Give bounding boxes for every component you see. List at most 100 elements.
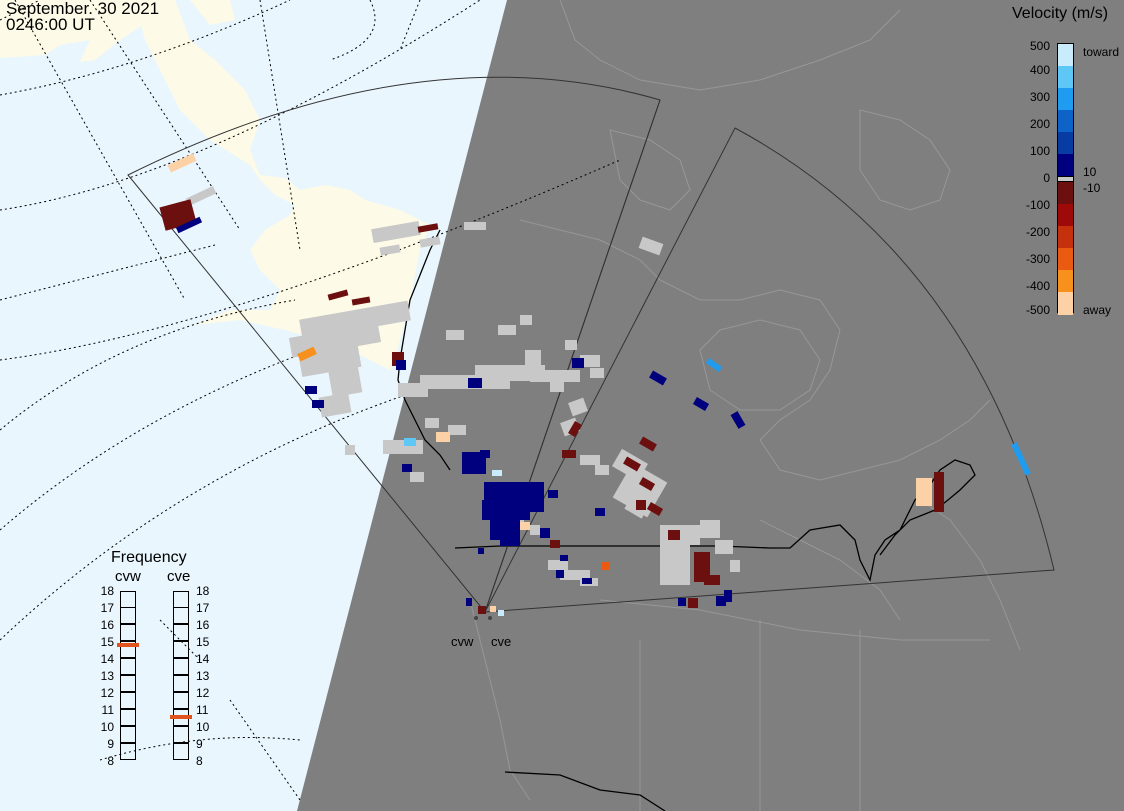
velocity-cell [705,357,723,373]
frequency-tick-label: 9 [196,737,203,751]
ground-scatter-cell [548,560,568,570]
frequency-tick-label: 18 [196,584,210,598]
frequency-tick-label: 15 [196,635,210,649]
frequency-scale-cell [120,692,136,709]
colorbar-segment [1058,110,1073,133]
colorbar-tick-label: -200 [1025,225,1050,239]
velocity-cell [548,490,558,498]
frequency-tick-label: 17 [196,601,210,615]
velocity-cell [602,562,610,570]
radar-site-label-cve: cve [491,634,512,649]
frequency-scale-cell [120,709,136,726]
velocity-cell [297,346,317,362]
velocity-cell [466,598,472,606]
ground-scatter-cell [398,383,428,397]
colorbar-segment [1058,270,1073,293]
ground-scatter-cell [565,340,577,350]
frequency-tick-label: 10 [100,720,114,734]
ground-scatter-cell [299,300,411,340]
radar-site-label-cvw: cvw [451,634,474,649]
colorbar-segment [1058,132,1073,155]
frequency-tick-label: 17 [100,601,114,615]
ground-scatter-cell [379,244,401,256]
frequency-tick-label: 18 [100,584,114,598]
frequency-scale-cell [173,675,189,692]
colorbar-segment [1058,154,1073,177]
frequency-scale-cell [173,743,189,760]
frequency-marker-cve [170,714,192,719]
velocity-cell [417,223,439,233]
colorbar-segment [1058,44,1073,67]
velocity-cell [468,378,482,388]
velocity-cell [312,400,324,408]
radar-site-marker-cvw [474,616,478,620]
ground-scatter-cell [520,315,532,325]
frequency-radar-label-cve: cve [167,568,191,585]
ground-scatter-cell [464,222,486,230]
frequency-marker-cvw [117,643,139,648]
ground-scatter-cell [530,525,540,535]
frequency-scale-cell [120,658,136,675]
velocity-cell [646,502,664,516]
colorbar-segment [1058,66,1073,89]
velocity-cell [167,153,197,173]
frequency-radar-label-cvw: cvw [115,568,141,585]
velocity-cell [556,570,564,578]
colorbar-tick-label: 100 [1029,144,1050,158]
ground-scatter-cell [660,545,690,585]
ground-scatter-cell [580,455,600,465]
colorbar-inner-tick-neg: -10 [1083,181,1101,195]
ground-scatter-cell [550,382,564,392]
colorbar-tick-label: 300 [1029,90,1050,104]
frequency-tick-label: 11 [196,703,209,717]
frequency-scale-cell [120,726,136,743]
velocity-cell [305,386,317,394]
colorbar-title: Velocity (m/s) [1012,5,1109,22]
velocity-cell [540,528,550,538]
frequency-tick-label: 14 [196,652,210,666]
velocity-cell [704,575,720,585]
velocity-cell [668,530,680,540]
frequency-tick-label: 15 [100,635,114,649]
frequency-scale-cell [173,591,189,608]
velocity-colorbar [1057,43,1074,315]
velocity-cell [436,432,450,442]
velocity-cell [623,456,641,472]
us-canada-border [454,459,976,582]
velocity-cell [480,450,490,458]
velocity-cell [482,500,530,520]
frequency-scale-cell [120,743,136,760]
ground-scatter-cell [638,236,664,256]
frequency-tick-label: 10 [196,720,210,734]
velocity-cell [916,478,932,506]
velocity-cell [716,596,726,606]
graticule [0,0,621,801]
colorbar-segment [1058,226,1073,249]
colorbar-tick-label: 400 [1029,63,1050,77]
ground-scatter-cell [580,355,600,367]
ground-scatter-cell [185,186,217,206]
ground-scatter-cell [345,445,355,455]
velocity-cell [327,289,349,301]
colorbar-tick-label: 500 [1029,39,1050,53]
velocity-cell [402,464,412,472]
ground-scatter-cell [590,368,604,378]
alaska-landmass [0,0,430,370]
coastlines [469,0,1021,811]
velocity-cell [649,370,667,386]
ground-scatter-cell [318,392,352,418]
date-label: September. 30 2021 [6,0,160,18]
ground-scatter-cell [425,418,439,428]
velocity-cell [694,552,710,582]
ground-scatter-cell [568,397,588,417]
velocity-cell [639,436,657,452]
velocity-cell [638,477,656,491]
frequency-scale-cell [120,641,136,658]
colorbar-toward-label: toward [1083,45,1120,59]
frequency-title: Frequency [111,549,187,566]
velocity-cell [595,508,605,516]
colorbar-tick-label: -400 [1025,279,1050,293]
colorbar-tick-label: -500 [1025,303,1050,317]
